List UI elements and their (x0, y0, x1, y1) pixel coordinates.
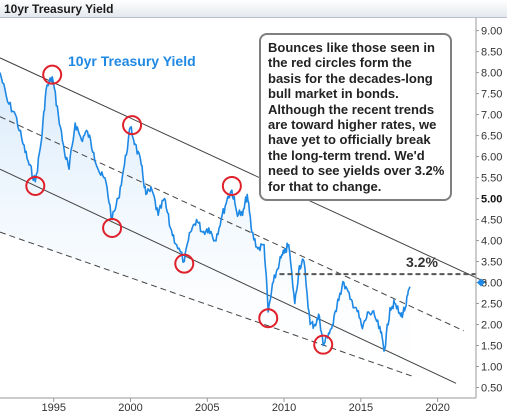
x-tick-label: 1995 (41, 402, 65, 413)
y-tick-label: 1.50 (481, 341, 502, 353)
y-tick-label: 7.00 (481, 110, 502, 122)
x-tick-label: 2010 (272, 402, 296, 413)
annotation-text: Bounces like those seen in the red circl… (268, 40, 445, 194)
reference-label: 3.2% (406, 254, 438, 270)
trend-channel-line-3 (0, 168, 457, 384)
y-tick-label: 8.50 (481, 47, 502, 59)
x-tick-label: 2005 (195, 402, 219, 413)
bounce-circle-5 (221, 175, 242, 196)
bounce-circle-7 (258, 308, 279, 329)
bounce-circle-4 (102, 217, 123, 238)
bounce-circle-3 (122, 115, 143, 136)
y-tick-label: 4.00 (481, 236, 502, 248)
trend-channel-line-1 (0, 57, 487, 283)
y-tick-label: 2.00 (481, 320, 502, 332)
y-tick-label: 5.00 (481, 194, 502, 206)
panel-title: 10yr Treasury Yield (4, 2, 114, 16)
y-tick-label: 3.50 (481, 257, 502, 269)
trend-channel-line-2 (0, 116, 464, 332)
panel-header: 10yr Treasury Yield (0, 0, 507, 18)
bounce-circle-6 (174, 253, 195, 274)
series-line (0, 72, 411, 352)
y-tick-label: 1.00 (481, 362, 502, 374)
y-tick-label: 4.50 (481, 215, 502, 227)
y-tick-label: 5.50 (481, 173, 502, 185)
annotation-callout: Bounces like those seen in the red circl… (259, 33, 452, 201)
bounce-circle-2 (25, 175, 46, 196)
y-tick-label: 9.00 (481, 26, 502, 38)
x-tick-label: 2020 (425, 402, 449, 413)
y-tick-label: 7.50 (481, 89, 502, 101)
x-tick-label: 2000 (118, 402, 142, 413)
trend-channel-line-4 (0, 231, 415, 378)
y-tick-label: 0.50 (481, 383, 502, 395)
series-name-label: 10yr Treasury Yield (68, 53, 196, 69)
y-tick-label: 6.00 (481, 152, 502, 164)
y-tick-label: 2.50 (481, 299, 502, 311)
last-value-marker (477, 278, 485, 287)
bounce-circle-8 (313, 334, 334, 355)
x-tick-label: 2015 (349, 402, 373, 413)
bounce-circle-1 (42, 64, 63, 85)
y-tick-label: 8.00 (481, 68, 502, 80)
y-tick-label: 3.00 (481, 278, 502, 290)
y-tick-label: 6.50 (481, 131, 502, 143)
